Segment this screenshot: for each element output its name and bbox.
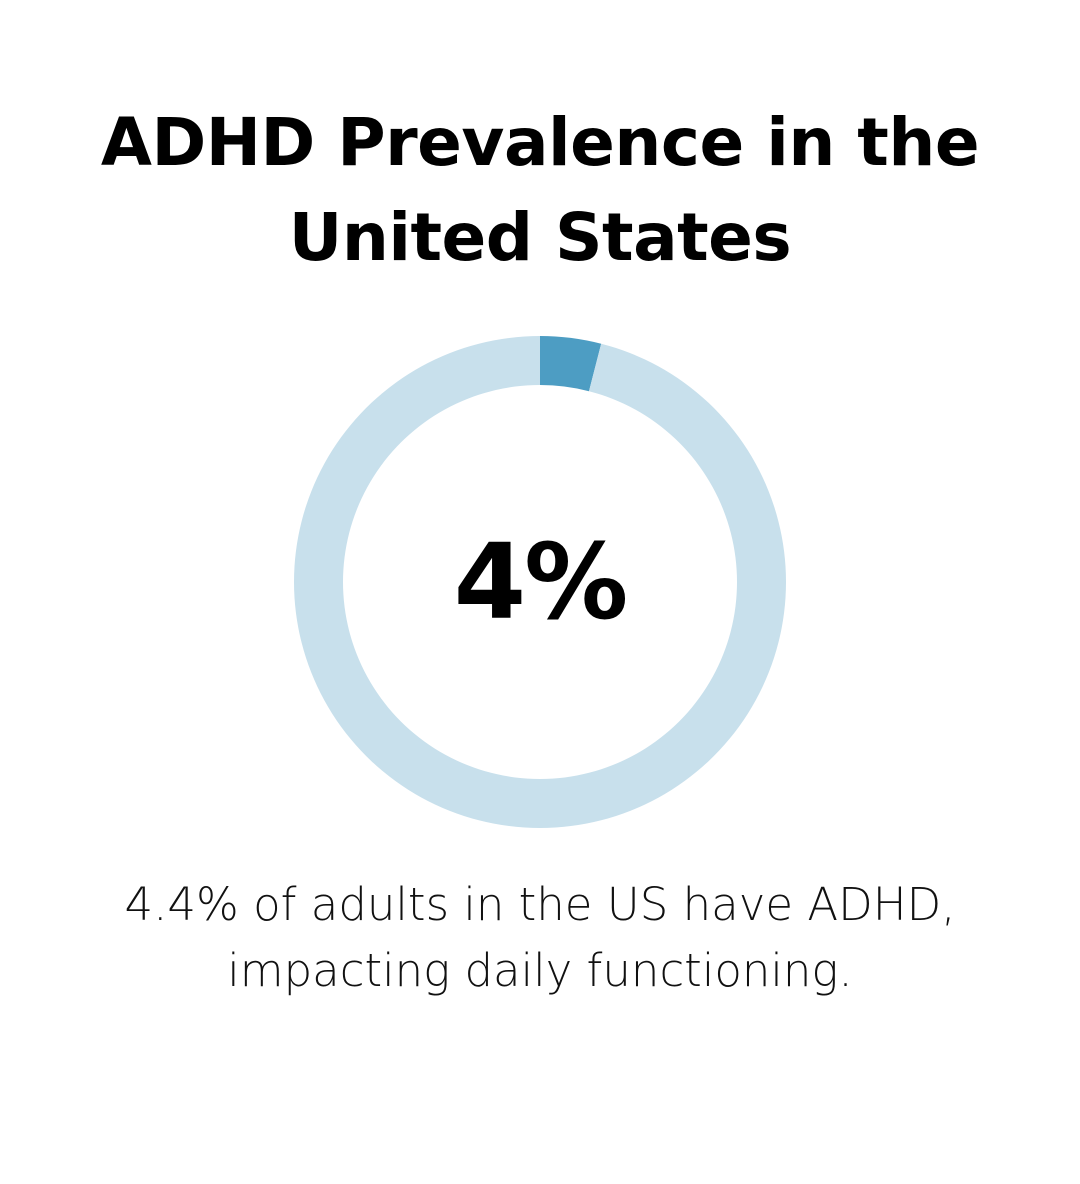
donut-chart [290,332,790,832]
center-percentage: 4% [453,521,629,643]
donut-svg [293,336,786,828]
caption-text: 4.4% of adults in the US have ADHD, impa… [124,878,956,997]
chart-title: ADHD Prevalence in the United States [100,104,980,276]
donut-slice-highlight [540,336,602,392]
